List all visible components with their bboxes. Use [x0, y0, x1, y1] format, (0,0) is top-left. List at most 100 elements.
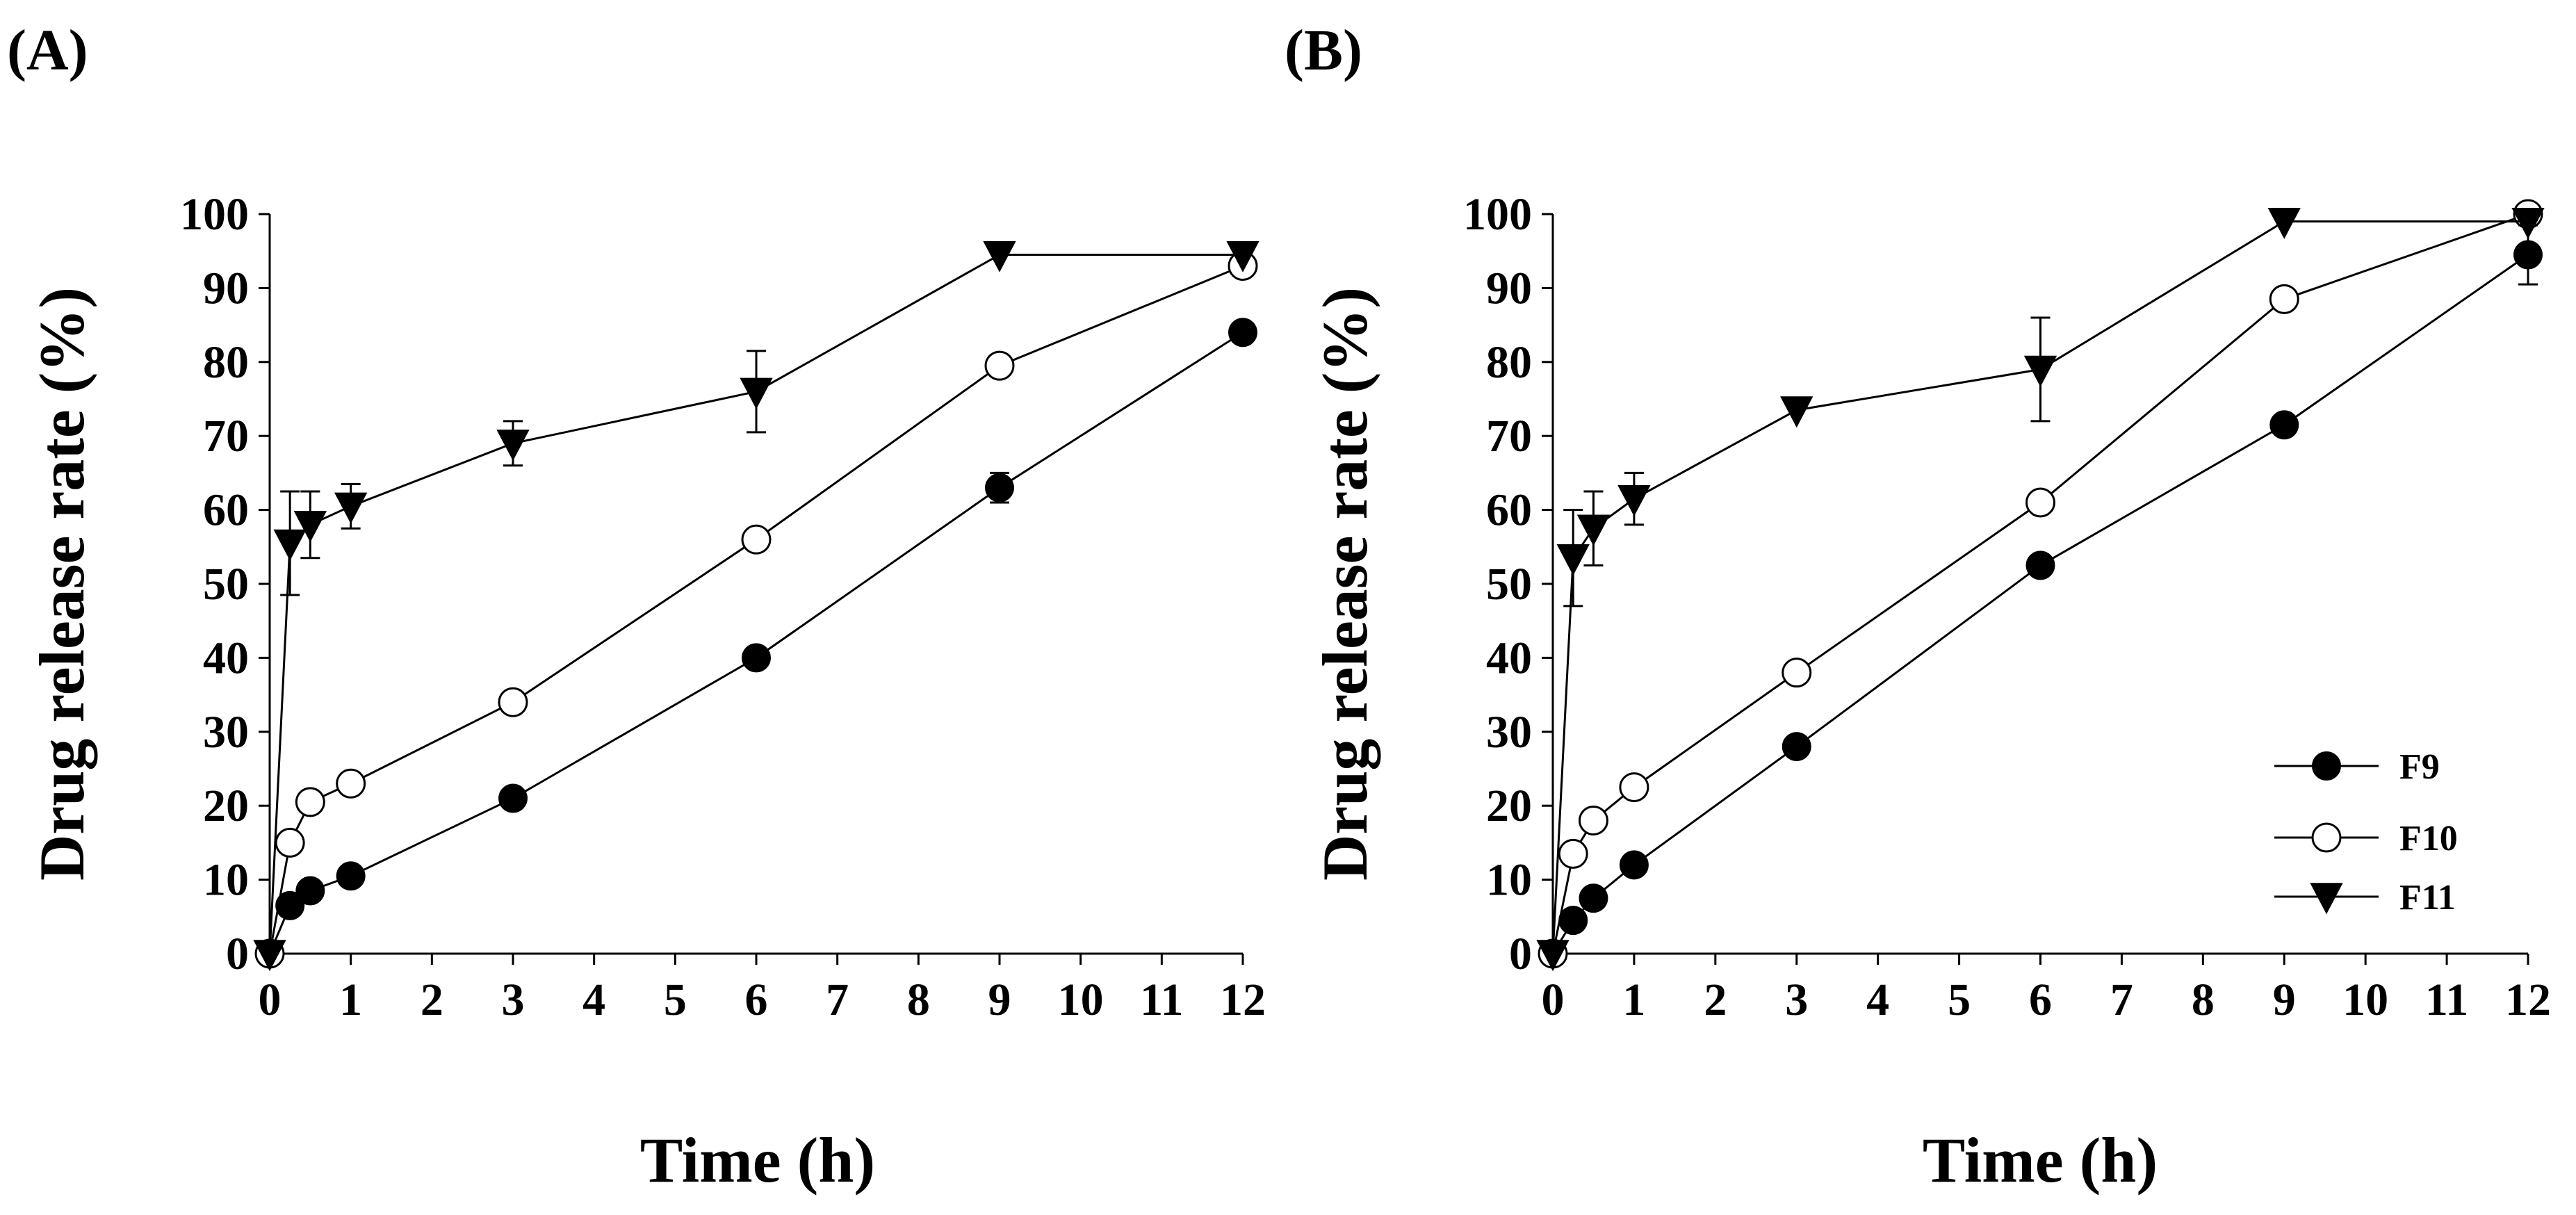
legend-marker-f9 — [2312, 751, 2341, 781]
y-axis-title: Drug release rate (%) — [26, 287, 97, 881]
data-point-f11 — [1780, 396, 1813, 428]
x-tick-label: 9 — [2273, 975, 2296, 1025]
y-axis-title: Drug release rate (%) — [1310, 287, 1380, 881]
y-tick-label: 10 — [1486, 855, 1532, 906]
data-point-f10 — [2269, 284, 2299, 314]
data-point-f11 — [334, 492, 368, 524]
y-tick-label: 30 — [203, 707, 249, 758]
x-tick-label: 10 — [2342, 975, 2388, 1025]
x-tick-label: 6 — [2029, 975, 2052, 1025]
y-tick-label: 80 — [203, 337, 249, 388]
y-tick-label: 100 — [180, 189, 249, 240]
x-tick-label: 5 — [1948, 975, 1971, 1025]
y-tick-label: 90 — [203, 263, 249, 313]
x-tick-label: 8 — [907, 975, 930, 1025]
data-point-f11 — [2267, 207, 2301, 239]
data-point-f9 — [275, 890, 305, 920]
data-point-f9 — [1558, 906, 1588, 936]
y-tick-label: 30 — [1486, 707, 1532, 758]
series-f11 — [1536, 207, 2545, 972]
x-tick-label: 11 — [2425, 975, 2468, 1025]
legend: F9 F10 F11 — [2274, 747, 2458, 918]
data-point-f9 — [1782, 732, 1811, 762]
data-point-f9 — [2025, 551, 2055, 580]
x-tick-label: 3 — [1785, 975, 1808, 1025]
x-axis-title: Time (h) — [1923, 1125, 2158, 1196]
legend-label-f9: F9 — [2399, 747, 2440, 787]
y-tick-label: 40 — [1486, 633, 1532, 683]
y-tick-label: 70 — [203, 411, 249, 462]
data-point-f11 — [1617, 484, 1651, 516]
legend-label-f10: F10 — [2399, 819, 2458, 858]
x-tick-label: 12 — [1220, 975, 1266, 1025]
x-tick-label: 7 — [2110, 975, 2133, 1025]
data-point-f11 — [496, 430, 530, 462]
data-point-f9 — [498, 783, 528, 813]
data-point-f11 — [2511, 207, 2545, 239]
x-tick-label: 2 — [1704, 975, 1727, 1025]
legend-marker-f11 — [2310, 883, 2343, 915]
y-tick-label: 100 — [1463, 189, 1532, 240]
y-tick-label: 60 — [203, 485, 249, 536]
data-point-f9 — [742, 643, 771, 673]
x-tick-label: 1 — [1622, 975, 1645, 1025]
data-point-f10 — [498, 687, 528, 717]
x-tick-label: 6 — [745, 975, 768, 1025]
data-point-f11 — [1556, 544, 1590, 576]
y-tick-label: 90 — [1486, 263, 1532, 313]
data-point-f9 — [295, 876, 325, 906]
data-point-f11 — [273, 529, 307, 561]
data-point-f11 — [740, 377, 773, 409]
data-point-f11 — [1536, 940, 1570, 972]
data-point-f11 — [1226, 240, 1260, 272]
y-tick-label: 0 — [1509, 929, 1532, 979]
x-tick-label: 0 — [1542, 975, 1565, 1025]
x-tick-label: 11 — [1140, 975, 1183, 1025]
data-point-f11 — [293, 511, 327, 543]
x-tick-label: 5 — [664, 975, 687, 1025]
x-tick-label: 2 — [421, 975, 443, 1025]
data-point-f10 — [1782, 658, 1812, 688]
x-tick-label: 1 — [339, 975, 362, 1025]
x-tick-label: 10 — [1058, 975, 1104, 1025]
legend-label-f11: F11 — [2399, 878, 2456, 918]
y-tick-label: 60 — [1486, 485, 1532, 536]
y-tick-label: 50 — [203, 559, 249, 610]
x-tick-label: 4 — [582, 975, 605, 1025]
x-tick-label: 9 — [988, 975, 1011, 1025]
data-point-f9 — [2269, 410, 2299, 440]
y-tick-label: 80 — [1486, 337, 1532, 388]
data-point-f10 — [1578, 805, 1608, 835]
data-point-f10 — [1558, 838, 1588, 869]
data-point-f11 — [2023, 355, 2057, 387]
x-tick-label: 7 — [826, 975, 849, 1025]
data-point-f9 — [1228, 318, 1257, 348]
x-tick-label: 3 — [502, 975, 525, 1025]
x-axis-title: Time (h) — [640, 1125, 875, 1196]
data-point-f9 — [1579, 883, 1608, 913]
data-point-f10 — [984, 350, 1015, 381]
data-point-f10 — [295, 787, 325, 817]
data-point-f9 — [985, 473, 1014, 503]
y-tick-label: 40 — [203, 633, 249, 683]
data-point-f10 — [741, 524, 772, 555]
data-point-f10 — [275, 827, 305, 858]
y-tick-label: 20 — [203, 781, 249, 831]
panel-label: (B) — [1285, 18, 1362, 83]
data-point-f11 — [253, 940, 286, 972]
legend-marker-f10 — [2311, 822, 2342, 853]
data-point-f9 — [2513, 240, 2543, 270]
data-point-f9 — [336, 861, 366, 891]
data-point-f10 — [336, 768, 366, 799]
data-point-f10 — [1619, 772, 1649, 803]
y-tick-label: 10 — [203, 855, 249, 906]
data-point-f11 — [1576, 514, 1611, 546]
series-f11 — [253, 240, 1260, 972]
x-tick-label: 8 — [2192, 975, 2215, 1025]
y-tick-label: 50 — [1486, 559, 1532, 610]
panel-label: (A) — [7, 18, 88, 83]
data-point-f9 — [1619, 850, 1649, 880]
